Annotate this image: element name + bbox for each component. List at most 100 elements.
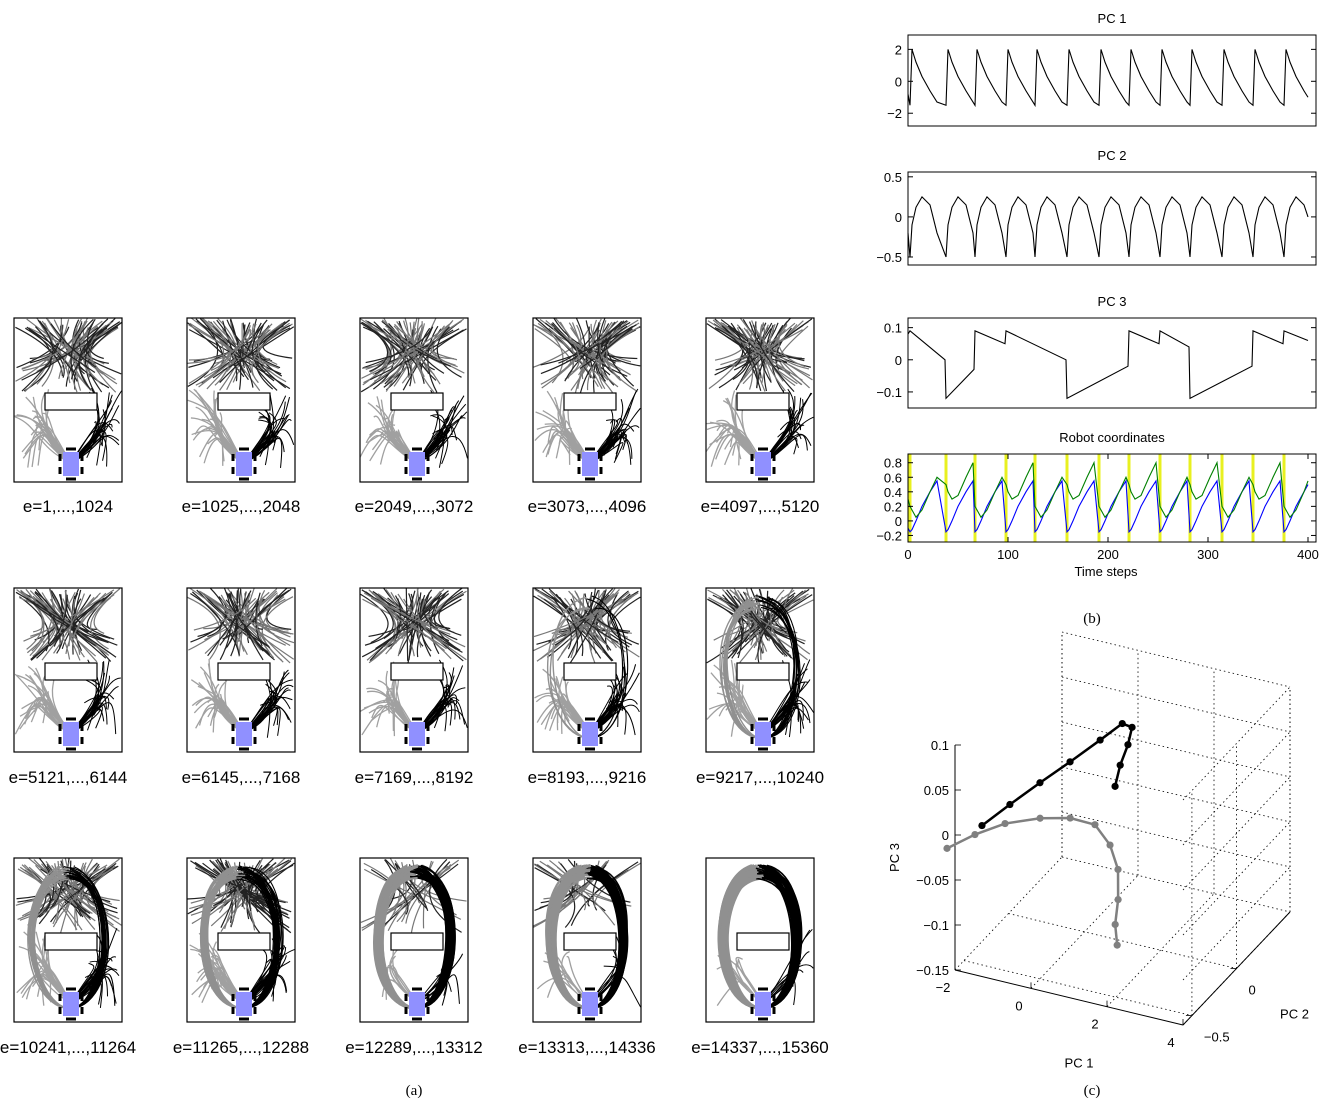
grid-line bbox=[964, 961, 1192, 1016]
thumbnail-caption: e=7169,...,8192 bbox=[355, 768, 474, 787]
point bbox=[978, 822, 985, 829]
trajectory-thumbnail bbox=[706, 858, 814, 1022]
thumbnail-caption: e=4097,...,5120 bbox=[701, 497, 820, 516]
figure: (a) (b) (c) e=1,...,1024e=1025,...,2048e… bbox=[0, 0, 1320, 1104]
y-tick-label: 0.4 bbox=[884, 485, 902, 500]
point bbox=[1114, 942, 1121, 949]
grid-line bbox=[1107, 894, 1214, 1007]
x-tick-label: 2 bbox=[1091, 1017, 1098, 1032]
z-axis-label: PC 3 bbox=[887, 843, 902, 872]
thumbnail-caption: e=1025,...,2048 bbox=[182, 497, 301, 516]
trajectory-thumbnail bbox=[187, 858, 295, 1022]
trajectory-group bbox=[706, 318, 813, 467]
robot bbox=[755, 992, 771, 1016]
series-line bbox=[908, 197, 1308, 257]
robot bbox=[582, 992, 598, 1016]
panel-label: (b) bbox=[1083, 611, 1101, 627]
obstacle bbox=[218, 933, 270, 950]
thumbnail-caption: e=10241,...,11264 bbox=[0, 1038, 136, 1057]
robot bbox=[63, 992, 79, 1016]
z-tick-label: 0.1 bbox=[931, 738, 949, 753]
trajectory-thumbnail bbox=[14, 858, 122, 1022]
obstacle bbox=[45, 933, 97, 950]
point bbox=[943, 845, 950, 852]
series-line bbox=[908, 463, 1308, 518]
trajectory-group bbox=[360, 588, 467, 736]
series-line bbox=[908, 481, 1308, 532]
point bbox=[1119, 720, 1126, 727]
y-tick-label: −0.1 bbox=[876, 385, 902, 400]
chart-title: PC 1 bbox=[1098, 11, 1127, 26]
y-axis-label: PC 2 bbox=[1280, 1007, 1309, 1022]
robot bbox=[582, 722, 598, 746]
obstacle bbox=[564, 933, 616, 950]
robot bbox=[63, 722, 79, 746]
point bbox=[1128, 724, 1135, 731]
z-tick-label: −0.1 bbox=[923, 918, 949, 933]
x-tick-label: 400 bbox=[1297, 547, 1319, 562]
trajectory-thumbnail bbox=[533, 588, 641, 752]
point bbox=[1114, 866, 1121, 873]
trajectory-thumbnail bbox=[360, 858, 468, 1022]
y-tick-label: 0.6 bbox=[884, 470, 902, 485]
panel-label: (a) bbox=[406, 1083, 423, 1099]
y-tick-label: −0.5 bbox=[1204, 1030, 1230, 1045]
obstacle bbox=[391, 663, 443, 680]
grid-line bbox=[1062, 857, 1290, 912]
grid-line bbox=[1062, 632, 1290, 687]
grid-line bbox=[1062, 722, 1290, 777]
x-tick-label: 200 bbox=[1097, 547, 1119, 562]
robot bbox=[409, 722, 425, 746]
trajectory-thumbnail bbox=[533, 318, 641, 482]
y-tick-label: −2 bbox=[887, 106, 902, 121]
series-line bbox=[908, 331, 1308, 399]
series-line bbox=[908, 49, 1308, 105]
obstacle bbox=[564, 663, 616, 680]
trajectory bbox=[406, 588, 407, 661]
grid-line bbox=[1009, 914, 1237, 969]
grid-line bbox=[1031, 875, 1138, 988]
obstacle bbox=[45, 663, 97, 680]
axis-line bbox=[955, 970, 1183, 1025]
x-tick-label: 0 bbox=[904, 547, 911, 562]
trajectory-thumbnail bbox=[187, 318, 295, 482]
thumbnail-caption: e=8193,...,9216 bbox=[528, 768, 647, 787]
point bbox=[1106, 841, 1113, 848]
x-tick-label: 300 bbox=[1197, 547, 1219, 562]
y-tick-label: 0.5 bbox=[884, 170, 902, 185]
trajectory-group bbox=[533, 318, 640, 465]
thumbnail-caption: e=6145,...,7168 bbox=[182, 768, 301, 787]
y-tick-label: 0.1 bbox=[884, 321, 902, 336]
z-tick-label: 0 bbox=[942, 828, 949, 843]
obstacle bbox=[737, 393, 789, 410]
obstacle bbox=[737, 663, 789, 680]
obstacle bbox=[218, 393, 270, 410]
thumbnail-caption: e=9217,...,10240 bbox=[696, 768, 824, 787]
y-tick-label: 0 bbox=[895, 74, 902, 89]
y-tick-label: 0.2 bbox=[884, 499, 902, 514]
robot bbox=[63, 452, 79, 476]
y-tick-label: −0.2 bbox=[876, 528, 902, 543]
obstacle bbox=[737, 933, 789, 950]
point bbox=[1067, 814, 1074, 821]
x-tick-label: 0 bbox=[1015, 998, 1022, 1013]
trajectory-thumbnail bbox=[706, 318, 814, 482]
y-tick-label: 0 bbox=[895, 514, 902, 529]
x-axis-label: Time steps bbox=[1074, 564, 1138, 579]
panel-label: (c) bbox=[1084, 1083, 1101, 1099]
trajectory-thumbnail bbox=[360, 318, 468, 482]
obstacle bbox=[391, 933, 443, 950]
z-tick-label: −0.15 bbox=[916, 963, 949, 978]
chart-title: Robot coordinates bbox=[1059, 430, 1165, 445]
x-tick-label: 4 bbox=[1167, 1035, 1174, 1050]
chart-title: PC 2 bbox=[1098, 148, 1127, 163]
point bbox=[1036, 779, 1043, 786]
point bbox=[1115, 896, 1122, 903]
x-tick-label: −2 bbox=[936, 980, 951, 995]
trajectory-line bbox=[982, 724, 1132, 826]
trajectory-group bbox=[15, 589, 121, 735]
point bbox=[1124, 741, 1131, 748]
obstacle bbox=[218, 663, 270, 680]
obstacle bbox=[564, 393, 616, 410]
robot bbox=[755, 722, 771, 746]
